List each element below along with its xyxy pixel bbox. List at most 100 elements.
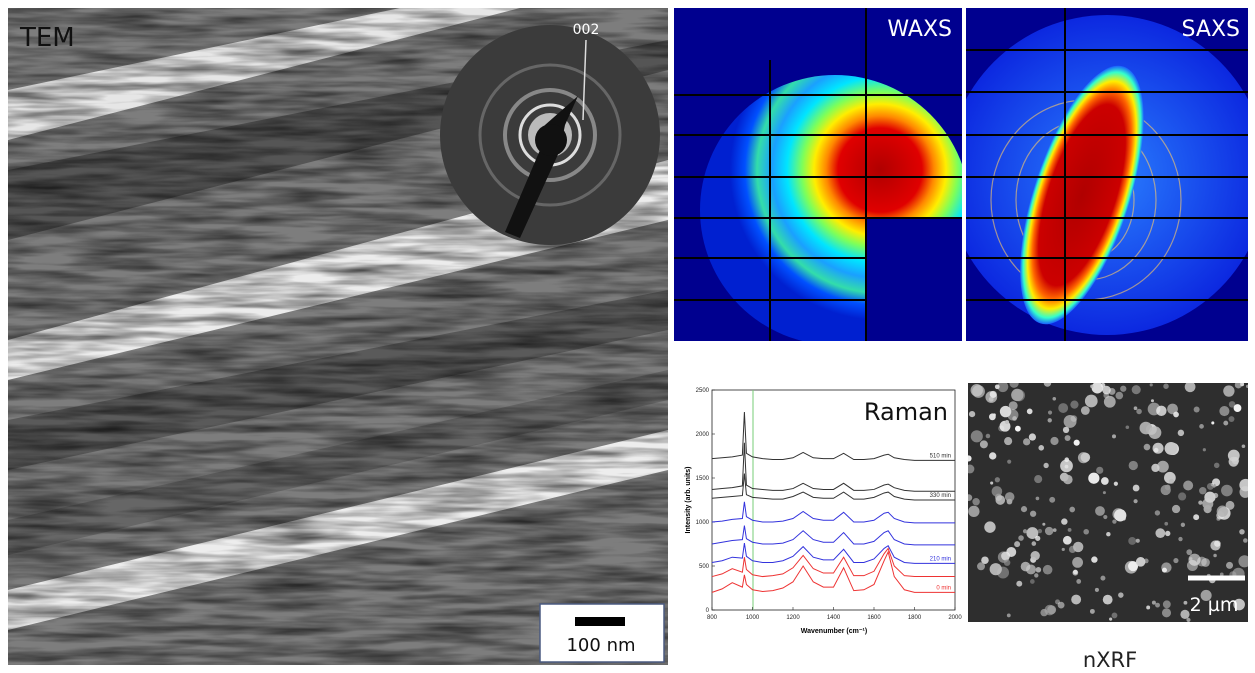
xrf-spot <box>993 413 996 416</box>
xrf-spot <box>995 384 1000 389</box>
xrf-spot <box>1091 556 1097 562</box>
y-tick-label: 0 <box>706 608 710 614</box>
xrf-spot <box>1048 410 1052 414</box>
xrf-spot <box>1065 435 1071 441</box>
xrf-spot <box>1136 557 1146 567</box>
xrf-spot <box>1062 548 1065 551</box>
xrf-spot <box>1049 497 1055 503</box>
xrf-spot <box>1178 492 1186 500</box>
tem-label: TEM <box>19 23 75 53</box>
xrf-spot <box>1004 559 1010 565</box>
x-tick-label: 1200 <box>786 615 800 621</box>
xrf-spot <box>1118 592 1123 597</box>
xrf-spot <box>1128 537 1136 545</box>
waxs-label: WAXS <box>887 17 952 42</box>
xrf-spot <box>1203 448 1206 451</box>
xrf-spot <box>1204 505 1212 513</box>
xrf-spot <box>1101 477 1109 485</box>
xrf-spot <box>1069 507 1075 513</box>
xrf-spot <box>972 498 979 505</box>
xrf-spot <box>1085 395 1098 408</box>
xrf-spot <box>1163 383 1168 388</box>
xrf-spot <box>1014 541 1020 547</box>
xrf-spot <box>1112 519 1116 523</box>
xrf-spot <box>1189 557 1192 560</box>
xrf-spot <box>1152 601 1156 605</box>
xrf-spot <box>1213 554 1217 558</box>
xrf-spot <box>1038 529 1042 533</box>
raman-chart: Raman Wavenumber (cm⁻¹) Intensity (arb. … <box>685 388 962 635</box>
xrf-spot <box>1151 399 1154 402</box>
xrf-spot <box>1095 588 1099 592</box>
xrf-spot <box>966 465 975 474</box>
series-label: 0 min <box>936 585 951 591</box>
xrf-spot <box>995 495 1005 505</box>
xrf-spot <box>995 477 1000 482</box>
xrf-spot <box>1042 523 1045 526</box>
xrf-spot <box>1172 505 1180 513</box>
xrf-spot <box>1040 609 1047 616</box>
xrf-spot <box>1001 552 1010 561</box>
xrf-spot <box>1083 529 1089 535</box>
xrf-spot <box>1114 509 1126 521</box>
xrf-spot <box>1165 531 1170 536</box>
xrf-spot <box>1043 565 1053 575</box>
xrf-spot <box>1186 618 1190 622</box>
xrf-spot <box>1178 537 1182 541</box>
xrf-spot <box>1199 424 1204 429</box>
xrf-spot <box>1183 480 1193 490</box>
xrf-spot <box>990 481 993 484</box>
xrf-spot <box>1072 557 1083 568</box>
xrf-spot <box>1035 536 1040 541</box>
xrf-spot <box>1007 614 1011 618</box>
xrf-spot <box>1090 385 1093 388</box>
xrf-spot <box>1214 463 1219 468</box>
xrf-spot <box>1064 415 1077 428</box>
xrf-spot <box>969 411 975 417</box>
xrf-spot <box>1165 442 1178 455</box>
xrf-spot <box>1185 381 1196 392</box>
xrf-spot <box>1036 497 1040 501</box>
y-tick-label: 1000 <box>696 520 710 526</box>
scale-bar-label: 100 nm <box>566 635 635 656</box>
xrf-spot <box>1095 506 1105 516</box>
xrf-spot <box>1109 618 1112 621</box>
xrf-spot <box>1180 610 1189 619</box>
nxrf-scale-label: 2 µm <box>1190 594 1239 616</box>
xrf-spot <box>1043 463 1048 468</box>
xrf-spot <box>1155 528 1165 538</box>
x-axis-title: Wavenumber (cm⁻¹) <box>801 628 867 635</box>
xrf-spot <box>1243 538 1248 543</box>
xrf-spot <box>1134 499 1138 503</box>
xrf-spot <box>1044 379 1052 387</box>
xrf-spot <box>1061 518 1067 524</box>
xrf-spot <box>1221 485 1233 497</box>
xrf-spot <box>1136 409 1142 415</box>
xrf-spot <box>1018 535 1024 541</box>
xrf-spot <box>1144 444 1151 451</box>
figure: 002 TEM 100 nm WAXS SAXS Raman Wavenumbe… <box>0 0 1255 673</box>
xrf-spot <box>1164 522 1168 526</box>
xrf-spot <box>1181 523 1185 527</box>
xrf-spot <box>1007 460 1011 464</box>
xrf-spot <box>1112 612 1118 618</box>
chart-title: Raman <box>864 398 948 426</box>
xrf-spot <box>1101 383 1106 388</box>
xrf-spot <box>1234 404 1242 412</box>
xrf-spot <box>1103 515 1107 519</box>
xrf-spot <box>1023 529 1027 533</box>
x-tick-label: 1000 <box>746 615 760 621</box>
xrf-spot <box>985 391 997 403</box>
xrf-spot <box>1007 499 1013 505</box>
xrf-spot <box>1114 482 1118 486</box>
xrf-spot <box>1045 527 1053 535</box>
xrf-spot <box>1155 603 1160 608</box>
xrf-spot <box>1186 549 1192 555</box>
y-tick-label: 2000 <box>696 432 710 438</box>
x-tick-label: 1600 <box>867 615 881 621</box>
xrf-spot <box>1030 579 1035 584</box>
nxrf-label: nXRF <box>1083 648 1137 672</box>
xrf-spot <box>1060 473 1069 482</box>
xrf-spot <box>1068 528 1072 532</box>
page: 002 TEM 100 nm WAXS SAXS Raman Wavenumbe… <box>0 0 1255 673</box>
